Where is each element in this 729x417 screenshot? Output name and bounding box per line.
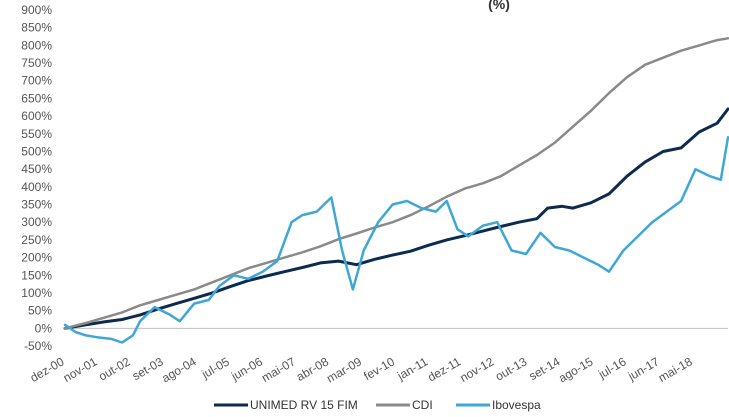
y-tick-label: 50%	[28, 304, 52, 318]
x-tick-label: nov-01	[61, 354, 100, 385]
series-line-ibovespa	[63, 136, 729, 344]
x-tick-label: dez-00	[28, 354, 67, 385]
chart-title: (%)	[488, 0, 510, 12]
legend-label: Ibovespa	[492, 398, 541, 412]
x-tick-label: ago-04	[159, 354, 199, 385]
x-tick-label: ago-15	[556, 354, 596, 385]
x-tick-label: mai-18	[656, 354, 695, 385]
y-tick-label: 650%	[21, 91, 52, 105]
y-tick-label: 500%	[21, 144, 52, 158]
x-tick-label: dez-11	[425, 354, 463, 384]
y-tick-label: 250%	[21, 233, 52, 247]
x-tick-label: set-03	[130, 354, 166, 383]
y-tick-label: -50%	[24, 339, 52, 353]
y-tick-label: 200%	[21, 251, 52, 265]
x-tick-label: set-14	[527, 354, 563, 383]
y-tick-label: 900%	[21, 3, 52, 17]
x-tick-label: jul-05	[198, 354, 232, 381]
series-layer	[63, 37, 729, 344]
x-tick-label: mai-07	[259, 354, 298, 385]
y-tick-label: 150%	[21, 268, 52, 282]
series-line-unimed-rv-15-fim	[63, 107, 729, 330]
y-tick-label: 700%	[21, 74, 52, 88]
legend: UNIMED RV 15 FIM CDI Ibovespa	[214, 398, 541, 412]
y-tick-label: 600%	[21, 109, 52, 123]
x-tick-label: out-02	[96, 354, 133, 383]
y-tick-label: 550%	[21, 127, 52, 141]
y-tick-label: 450%	[21, 162, 52, 176]
y-tick-label: 800%	[21, 38, 52, 52]
series-line-cdi	[63, 37, 729, 330]
x-tick-label: jan-11	[394, 354, 430, 383]
y-tick-label: 350%	[21, 198, 52, 212]
x-tick-label: jul-16	[595, 354, 629, 381]
y-tick-label: 0%	[35, 321, 53, 335]
y-axis: -50% 0% 50% 100% 150% 200% 250% 300% 350% 400% 450…	[21, 3, 52, 353]
y-tick-label: 100%	[21, 286, 52, 300]
legend-label: CDI	[412, 398, 433, 412]
x-tick-label: fev-10	[361, 354, 397, 383]
y-tick-label: 300%	[21, 215, 52, 229]
x-tick-label: jun-06	[228, 354, 265, 383]
y-tick-label: 400%	[21, 180, 52, 194]
x-tick-label: out-13	[493, 354, 530, 383]
y-tick-label: 750%	[21, 56, 52, 70]
y-tick-label: 850%	[21, 21, 52, 35]
legend-label: UNIMED RV 15 FIM	[250, 398, 358, 412]
x-tick-label: jun-17	[625, 354, 662, 383]
x-tick-label: nov-12	[457, 354, 496, 385]
x-tick-label: abr-08	[294, 354, 331, 384]
x-tick-label: mar-09	[324, 354, 364, 385]
